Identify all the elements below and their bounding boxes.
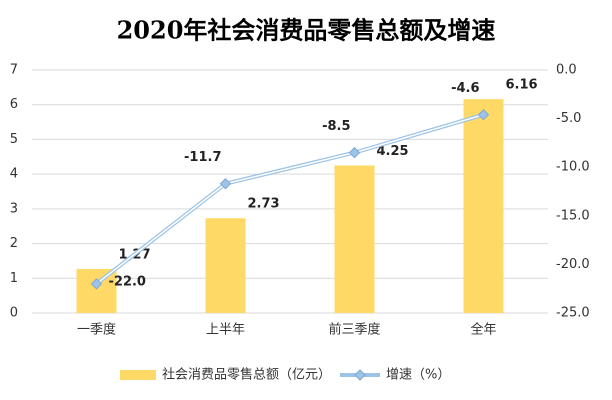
y-tick-label: 0: [10, 306, 18, 321]
y2-tick-label: -10.0: [556, 160, 590, 175]
legend-label: 社会消费品零售总额（亿元）: [162, 367, 331, 383]
y-tick-label: 5: [10, 132, 18, 147]
data-label: -11.7: [184, 150, 221, 165]
line: [95, 112, 485, 286]
chart-title: 2020年社会消费品零售总额及增速: [117, 16, 496, 45]
legend-swatch: [120, 370, 156, 380]
legend-swatch: [354, 369, 366, 381]
line-marker: [90, 278, 103, 290]
line-marker: [477, 109, 490, 121]
data-label: 2.73: [248, 197, 280, 212]
line-marker: [348, 146, 361, 159]
line-inner: [96, 113, 484, 285]
data-label: -22.0: [109, 274, 146, 289]
bar: [463, 99, 504, 313]
y2-tick-label: 0.0: [556, 63, 577, 78]
bar: [334, 165, 375, 313]
bar: [205, 218, 246, 313]
y-tick-label: 2: [10, 236, 18, 251]
bar: [76, 268, 117, 313]
x-tick-label: 全年: [470, 322, 496, 338]
data-label: -8.5: [322, 119, 350, 134]
y-tick-label: 6: [10, 97, 18, 112]
line-marker: [219, 178, 232, 190]
y-tick-label: 3: [10, 201, 18, 216]
y-tick-label: 4: [10, 167, 18, 182]
data-label: 4.25: [377, 144, 409, 159]
data-label: -4.6: [451, 81, 479, 96]
x-tick-label: 前三季度: [328, 322, 380, 338]
y-tick-label: 1: [10, 271, 18, 286]
y-tick-label: 7: [10, 63, 18, 78]
x-tick-label: 一季度: [77, 322, 116, 338]
y2-tick-label: -5.0: [556, 111, 581, 126]
legend-label: 增速（%）: [386, 368, 450, 383]
y2-tick-label: -15.0: [556, 208, 590, 223]
x-tick-label: 上半年: [206, 323, 245, 338]
data-label: 6.16: [506, 78, 538, 93]
y2-tick-label: -20.0: [556, 257, 590, 272]
y2-tick-label: -25.0: [556, 306, 590, 321]
